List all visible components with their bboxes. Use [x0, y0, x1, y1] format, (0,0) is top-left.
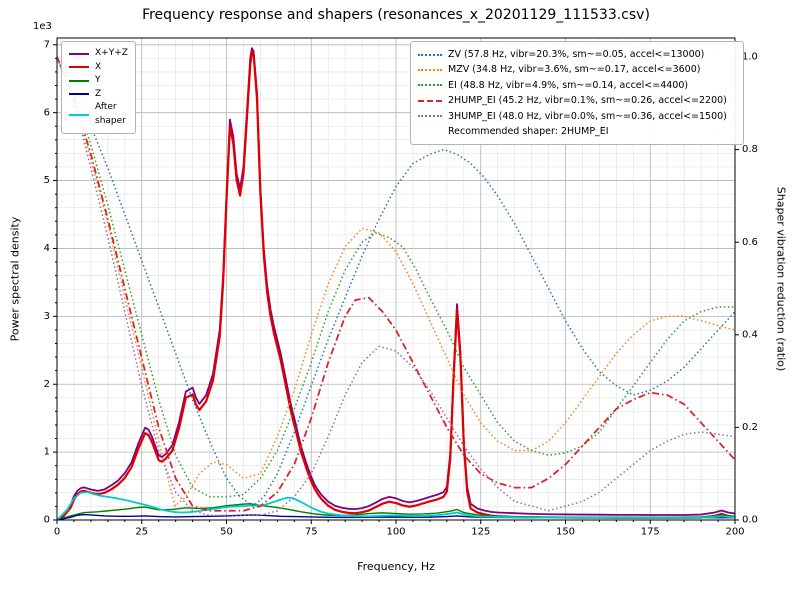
y-axis-right-label: Shaper vibration reduction (ratio) — [774, 186, 788, 372]
psd-legend-item: Y — [69, 74, 128, 88]
legend-item-label: MZV (34.8 Hz, vibr=3.6%, sm~=0.17, accel… — [448, 64, 701, 76]
legend-line-sample — [418, 69, 442, 72]
legend-line-sample — [418, 84, 442, 87]
shaper-legend: ZV (57.8 Hz, vibr=20.3%, sm~=0.05, accel… — [410, 41, 744, 146]
shaper-legend-item: 3HUMP_EI (48.0 Hz, vibr=0.0%, sm~=0.36, … — [418, 109, 736, 124]
legend-item-label: After shaper — [95, 102, 126, 126]
x-axis-label: Frequency, Hz — [357, 560, 435, 573]
legend-item-label: EI (48.8 Hz, vibr=4.9%, sm~=0.14, accel<… — [448, 79, 689, 91]
shaper-legend-item: MZV (34.8 Hz, vibr=3.6%, sm~=0.17, accel… — [418, 62, 736, 77]
recommended-shaper-note: Recommended shaper: 2HUMP_EI — [448, 125, 609, 137]
legend-item-label: Z — [95, 88, 102, 99]
legend-line-sample — [69, 113, 89, 116]
legend-line-sample — [418, 99, 442, 102]
legend-item-label: 3HUMP_EI (48.0 Hz, vibr=0.0%, sm~=0.36, … — [448, 110, 727, 122]
legend-line-sample — [418, 115, 442, 118]
legend-line-sample — [69, 52, 89, 55]
psd-legend-item: Z — [69, 88, 128, 102]
legend-item-label: 2HUMP_EI (45.2 Hz, vibr=0.1%, sm~=0.26, … — [448, 95, 727, 107]
legend-item-label: X+Y+Z — [95, 48, 128, 58]
y-axis-offset-label: 1e3 — [33, 21, 52, 32]
legend-line-sample — [69, 66, 89, 69]
shaper-legend-item: 2HUMP_EI (45.2 Hz, vibr=0.1%, sm~=0.26, … — [418, 93, 736, 108]
psd-legend-item: X+Y+Z — [69, 47, 128, 61]
legend-line-sample — [69, 79, 89, 82]
shaper-legend-item: EI (48.8 Hz, vibr=4.9%, sm~=0.14, accel<… — [418, 78, 736, 93]
shaper-legend-item: ZV (57.8 Hz, vibr=20.3%, sm~=0.05, accel… — [418, 47, 736, 62]
legend-item-label: X — [95, 61, 102, 72]
y-axis-left-label: Power spectral density — [8, 216, 22, 342]
chart-title: Frequency response and shapers (resonanc… — [142, 7, 650, 23]
legend-item-label: ZV (57.8 Hz, vibr=20.3%, sm~=0.05, accel… — [448, 49, 705, 60]
psd-legend-item: After shaper — [69, 101, 128, 128]
psd-legend: X+Y+Z X Y Z After shaper — [61, 41, 136, 134]
psd-legend-item: X — [69, 61, 128, 75]
legend-item-label: Y — [95, 75, 101, 85]
legend-line-sample — [418, 53, 442, 56]
legend-line-sample — [69, 93, 89, 96]
